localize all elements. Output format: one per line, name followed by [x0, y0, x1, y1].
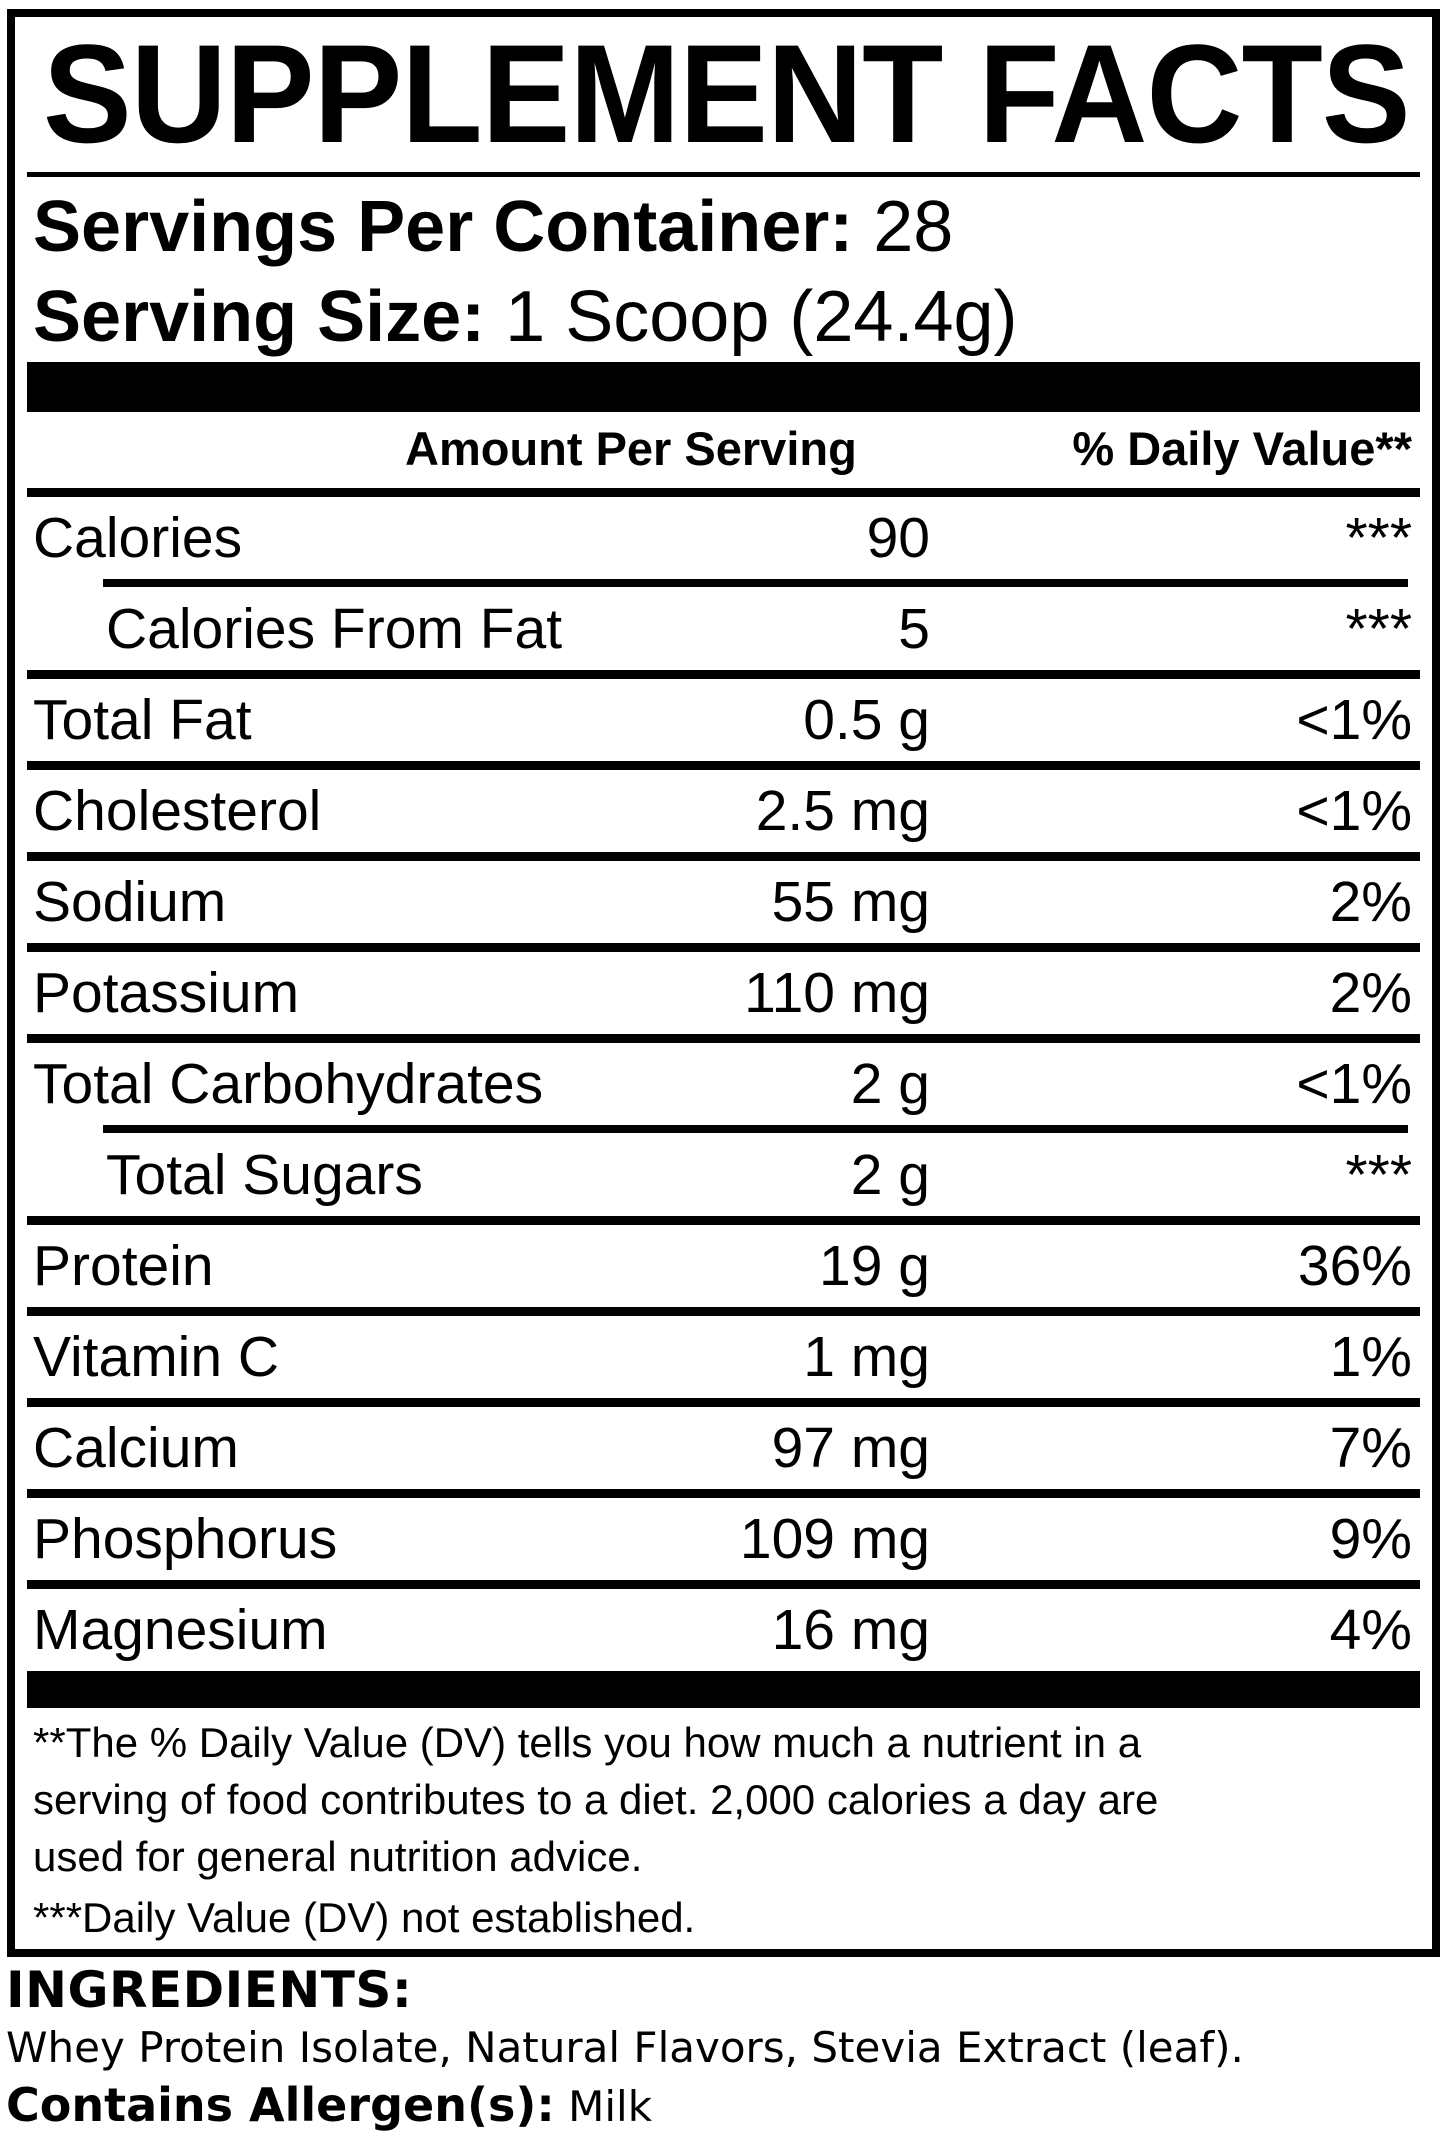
nutrient-row: Phosphorus 109 mg 9%	[27, 1489, 1420, 1580]
serving-size-value: 1 Scoop (24.4g)	[505, 277, 1018, 357]
footnotes: **The % Daily Value (DV) tells you how m…	[27, 1708, 1420, 1946]
top-divider-bar	[27, 362, 1420, 412]
nutrient-daily-value: <1%	[1296, 688, 1412, 752]
nutrient-daily-value: 2%	[1329, 870, 1412, 934]
nutrient-name: Cholesterol	[33, 779, 322, 843]
nutrient-name: Total Fat	[33, 688, 252, 752]
nutrient-row: Calcium 97 mg 7%	[27, 1398, 1420, 1489]
nutrient-row: Sodium 55 mg 2%	[27, 852, 1420, 943]
nutrient-amount: 55 mg	[771, 870, 930, 934]
nutrient-row: Calories From Fat 5 ***	[27, 579, 1420, 670]
nutrient-name: Vitamin C	[33, 1325, 280, 1389]
ingredients-heading: INGREDIENTS:	[6, 1961, 413, 2019]
allergen-line: Contains Allergen(s): Milk	[6, 2078, 1439, 2134]
nutrient-daily-value: 9%	[1329, 1507, 1412, 1571]
daily-value-header: % Daily Value**	[1072, 422, 1412, 475]
nutrient-daily-value: 7%	[1329, 1416, 1412, 1480]
page-title: SUPPLEMENT FACTS	[43, 15, 1411, 172]
serving-info: Servings Per Container: 28 Serving Size:…	[33, 182, 1420, 362]
nutrient-row: Total Carbohydrates 2 g <1%	[27, 1034, 1420, 1125]
nutrient-name: Sodium	[33, 870, 227, 934]
nutrient-daily-value: ***	[1345, 1143, 1412, 1207]
nutrient-row: Protein 19 g 36%	[27, 1216, 1420, 1307]
nutrient-name: Total Sugars	[106, 1143, 423, 1207]
nutrient-amount: 109 mg	[739, 1507, 930, 1571]
title-divider	[27, 172, 1420, 177]
allergen-value: Milk	[568, 2082, 653, 2131]
not-established-footnote: ***Daily Value (DV) not established.	[33, 1894, 696, 1941]
serving-size-line: Serving Size: 1 Scoop (24.4g)	[33, 272, 1420, 362]
nutrient-name: Phosphorus	[33, 1507, 338, 1571]
servings-per-container-line: Servings Per Container: 28	[33, 182, 1420, 272]
ingredients-list: Whey Protein Isolate, Natural Flavors, S…	[6, 2023, 1244, 2072]
nutrient-name: Calories	[33, 506, 243, 570]
nutrient-name: Potassium	[33, 961, 300, 1025]
nutrient-row: Calories 90 ***	[27, 488, 1420, 579]
nutrient-daily-value: 1%	[1329, 1325, 1412, 1389]
ingredients-section: INGREDIENTS: Whey Protein Isolate, Natur…	[6, 1962, 1439, 2134]
amount-per-serving-header: Amount Per Serving	[405, 422, 857, 475]
nutrient-amount: 16 mg	[771, 1598, 930, 1662]
nutrient-row: Total Fat 0.5 g <1%	[27, 670, 1420, 761]
nutrient-amount: 110 mg	[744, 961, 930, 1025]
nutrient-amount: 97 mg	[771, 1416, 930, 1480]
nutrient-amount: 0.5 g	[803, 688, 930, 752]
servings-per-container-value: 28	[873, 187, 954, 267]
nutrient-name: Total Carbohydrates	[33, 1052, 544, 1116]
nutrient-daily-value: ***	[1345, 506, 1412, 570]
nutrient-amount: 5	[898, 597, 930, 661]
nutrient-row: Magnesium 16 mg 4%	[27, 1580, 1420, 1671]
nutrient-amount: 2 g	[850, 1052, 930, 1116]
nutrient-daily-value: ***	[1345, 597, 1412, 661]
nutrient-row: Total Sugars 2 g ***	[27, 1125, 1420, 1216]
nutrient-name: Calories From Fat	[106, 597, 563, 661]
serving-size-label: Serving Size:	[33, 277, 486, 357]
servings-per-container-label: Servings Per Container:	[33, 187, 854, 267]
table-header-row: Amount Per Serving % Daily Value**	[27, 412, 1420, 488]
nutrient-amount: 19 g	[819, 1234, 930, 1298]
nutrient-name: Magnesium	[33, 1598, 328, 1662]
allergen-label: Contains Allergen(s):	[6, 2078, 555, 2132]
supplement-facts-panel: SUPPLEMENT FACTS Servings Per Container:…	[7, 9, 1440, 1957]
nutrient-amount: 2.5 mg	[755, 779, 930, 843]
daily-value-footnote: **The % Daily Value (DV) tells you how m…	[33, 1719, 1159, 1880]
bottom-divider-bar	[27, 1671, 1420, 1708]
nutrient-amount: 90	[866, 506, 930, 570]
nutrient-daily-value: 2%	[1329, 961, 1412, 1025]
nutrient-table: Calories 90 *** Calories From Fat 5 *** …	[27, 488, 1420, 1671]
nutrient-name: Calcium	[33, 1416, 239, 1480]
nutrient-daily-value: <1%	[1296, 779, 1412, 843]
nutrient-name: Protein	[33, 1234, 214, 1298]
nutrient-daily-value: 36%	[1297, 1234, 1412, 1298]
nutrient-row: Cholesterol 2.5 mg <1%	[27, 761, 1420, 852]
nutrient-row: Potassium 110 mg 2%	[27, 943, 1420, 1034]
nutrient-amount: 1 mg	[803, 1325, 930, 1389]
nutrient-amount: 2 g	[850, 1143, 930, 1207]
nutrient-daily-value: 4%	[1329, 1598, 1412, 1662]
nutrient-daily-value: <1%	[1296, 1052, 1412, 1116]
nutrient-row: Vitamin C 1 mg 1%	[27, 1307, 1420, 1398]
